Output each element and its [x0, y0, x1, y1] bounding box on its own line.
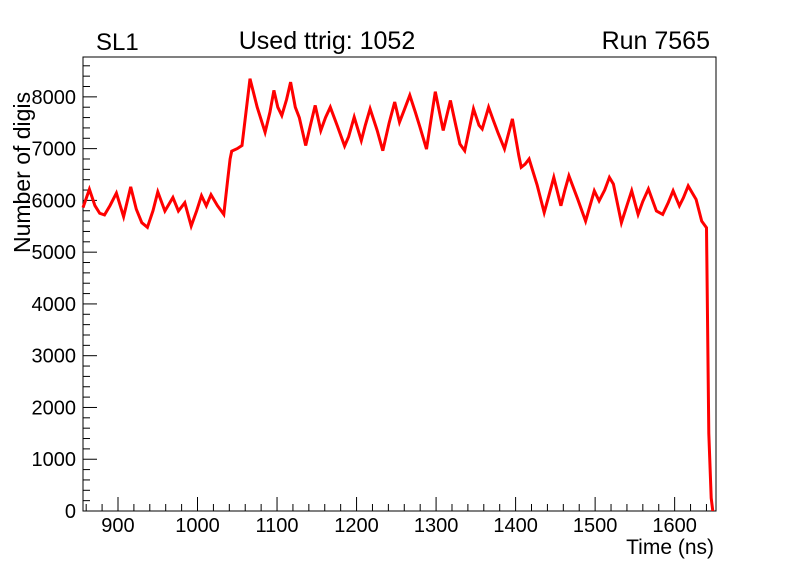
x-tick-label: 900	[101, 515, 134, 537]
y-tick-label: 2000	[32, 397, 77, 419]
corner-label: SL1	[96, 29, 139, 56]
x-tick-label: 1600	[652, 515, 697, 537]
y-tick-label: 3000	[32, 346, 77, 368]
data-line	[81, 78, 715, 512]
x-tick-label: 1100	[256, 515, 299, 537]
x-tick-label: 1300	[414, 515, 459, 537]
y-tick-label: 6000	[32, 190, 77, 212]
x-tick-label: 1400	[493, 515, 538, 537]
x-tick-label: 1000	[175, 515, 220, 537]
x-axis-title: Time (ns)	[626, 536, 714, 559]
y-tick-label: 4000	[32, 294, 77, 316]
y-axis-title: Number of digis	[9, 92, 35, 253]
y-tick-label: 8000	[32, 87, 77, 109]
run-label: Run 7565	[601, 27, 710, 55]
chart-title: Used ttrig: 1052	[238, 27, 416, 55]
x-tick-label: 1500	[573, 515, 618, 537]
y-tick-label: 1000	[32, 449, 77, 471]
y-tick-label: 5000	[32, 242, 77, 264]
y-tick-label: 0	[65, 501, 76, 523]
plot-frame	[82, 56, 717, 512]
x-tick-label: 1200	[334, 515, 379, 537]
y-tick-label: 7000	[32, 139, 77, 161]
